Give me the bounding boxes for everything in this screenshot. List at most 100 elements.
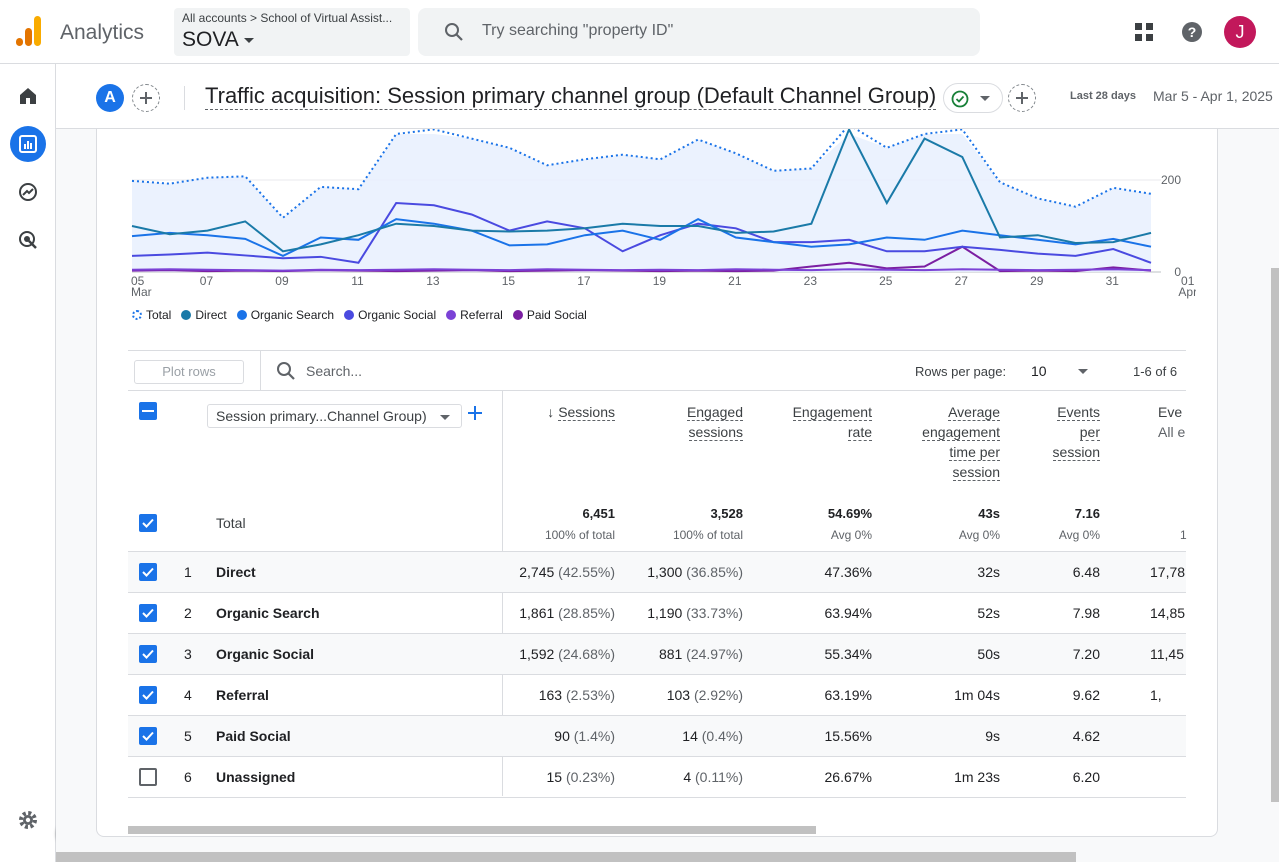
search-bar[interactable]: Try searching "property ID" bbox=[418, 8, 980, 56]
row-channel-name[interactable]: Organic Search bbox=[216, 605, 320, 621]
x-tick-label: 29 bbox=[1030, 274, 1044, 288]
status-chip[interactable] bbox=[943, 83, 1003, 113]
row-channel-name[interactable]: Paid Social bbox=[216, 728, 291, 744]
row-avg-engagement-time: 32s bbox=[977, 564, 1000, 580]
add-dimension-icon[interactable] bbox=[468, 406, 482, 420]
total-subvalue: 1 bbox=[1180, 528, 1187, 542]
legend-label: Total bbox=[146, 308, 172, 322]
row-rank: 1 bbox=[184, 564, 192, 580]
x-tick-label: 05 bbox=[131, 274, 145, 288]
nav-reports[interactable] bbox=[10, 126, 46, 162]
total-value: 54.69% bbox=[827, 506, 872, 521]
add-button[interactable] bbox=[1008, 84, 1036, 112]
search-input[interactable]: Try searching "property ID" bbox=[482, 22, 674, 39]
legend-item[interactable]: Organic Search bbox=[236, 308, 334, 322]
table-row[interactable]: 2 Organic Search 1,861 (28.85%) 1,190 (33.7… bbox=[128, 592, 1186, 633]
search-icon bbox=[445, 23, 463, 41]
table-row[interactable]: 6 Unassigned 15 (0.23%) 4 (0.11%) 26.67% 1m 2… bbox=[128, 756, 1186, 797]
row-avg-engagement-time: 1m 04s bbox=[954, 687, 1000, 703]
x-tick-label: 25 bbox=[879, 274, 893, 288]
table-toolbar: Plot rows Search... Rows per page: 10 1-… bbox=[128, 350, 1186, 391]
column-header[interactable]: Engaged sessions bbox=[686, 404, 743, 441]
x-tick-label: 17 bbox=[577, 274, 591, 288]
row-channel-name[interactable]: Unassigned bbox=[216, 769, 296, 785]
vertical-scrollbar[interactable] bbox=[1271, 268, 1279, 802]
row-checkbox[interactable] bbox=[139, 563, 157, 581]
table-row[interactable]: 5 Paid Social 90 (1.4%) 14 (0.4%) 15.56% 9s 4.… bbox=[128, 715, 1186, 756]
plot-rows-button[interactable]: Plot rows bbox=[134, 360, 244, 384]
row-event-count: 1, bbox=[1150, 687, 1162, 703]
dimension-selector[interactable]: Session primary...Channel Group) bbox=[207, 404, 462, 428]
row-checkbox[interactable] bbox=[139, 604, 157, 622]
row-sessions: 15 (0.23%) bbox=[546, 769, 616, 785]
column-header[interactable]: Eve All e bbox=[1158, 404, 1186, 440]
nav-settings[interactable] bbox=[10, 802, 46, 838]
total-value: 7.16 bbox=[1074, 506, 1100, 521]
select-all-checkbox[interactable] bbox=[139, 402, 157, 420]
row-checkbox[interactable] bbox=[139, 727, 157, 745]
legend-item[interactable]: Referral bbox=[446, 308, 503, 322]
help-icon[interactable]: ? bbox=[1176, 16, 1208, 48]
row-engagement-rate: 15.56% bbox=[824, 728, 872, 744]
table-search-input[interactable]: Search... bbox=[306, 363, 363, 379]
check-circle-icon bbox=[951, 90, 969, 108]
page-horizontal-scrollbar[interactable] bbox=[56, 852, 1076, 862]
row-checkbox[interactable] bbox=[139, 768, 157, 786]
row-rank: 4 bbox=[184, 687, 192, 703]
advertising-icon bbox=[19, 231, 37, 249]
row-checkbox[interactable] bbox=[139, 645, 157, 663]
column-header[interactable]: Average engagement time per session bbox=[922, 404, 1000, 481]
legend-item[interactable]: Direct bbox=[181, 308, 227, 322]
table-row[interactable]: 1 Direct 2,745 (42.55%) 1,300 (36.85%) 47.36… bbox=[128, 551, 1186, 592]
table-row[interactable]: 4 Referral 163 (2.53%) 103 (2.92%) 63.19% 1m … bbox=[128, 674, 1186, 715]
row-engagement-rate: 47.36% bbox=[824, 564, 872, 580]
legend-label: Direct bbox=[195, 308, 227, 322]
page-title[interactable]: Traffic acquisition: Session primary cha… bbox=[205, 83, 937, 110]
row-sessions: 163 (2.53%) bbox=[538, 687, 615, 703]
column-header[interactable]: Events per session bbox=[1052, 404, 1100, 461]
date-range-picker[interactable]: Mar 5 - Apr 1, 2025 bbox=[1153, 88, 1273, 104]
row-engagement-rate: 63.19% bbox=[824, 687, 872, 703]
add-comparison-button[interactable] bbox=[132, 84, 160, 112]
table-row[interactable]: 3 Organic Social 1,592 (24.68%) 881 (24.97%… bbox=[128, 633, 1186, 674]
legend-item[interactable]: Total bbox=[132, 308, 171, 322]
apps-grid-icon[interactable] bbox=[1128, 16, 1160, 48]
comparison-chip[interactable]: A bbox=[96, 84, 124, 112]
row-checkbox[interactable] bbox=[139, 686, 157, 704]
nav-home[interactable] bbox=[10, 78, 46, 114]
row-engaged-sessions: 881 (24.97%) bbox=[658, 646, 743, 662]
total-subvalue: 100% of total bbox=[672, 528, 743, 542]
row-avg-engagement-time: 1m 23s bbox=[954, 769, 1000, 785]
row-sessions: 2,745 (42.55%) bbox=[519, 564, 615, 580]
x-tick-label: 31 bbox=[1106, 274, 1120, 288]
total-checkbox[interactable] bbox=[139, 514, 157, 532]
rows-per-page-select[interactable]: 10 bbox=[1031, 363, 1047, 379]
row-channel-name[interactable]: Referral bbox=[216, 687, 269, 703]
nav-advertising[interactable] bbox=[10, 222, 46, 258]
row-engaged-sessions: 14 (0.4%) bbox=[682, 728, 743, 744]
row-channel-name[interactable]: Direct bbox=[216, 564, 256, 580]
total-label: Total bbox=[216, 515, 246, 531]
table-horizontal-scrollbar[interactable] bbox=[128, 826, 816, 834]
series-line-total bbox=[131, 129, 1152, 220]
column-header[interactable]: ↓ Sessions bbox=[547, 404, 615, 421]
legend-item[interactable]: Paid Social bbox=[512, 308, 587, 322]
series-line-organic-search bbox=[131, 217, 1152, 258]
property-name: SOVA bbox=[182, 28, 239, 51]
account-selector[interactable]: All accounts > School of Virtual Assist.… bbox=[174, 8, 410, 56]
legend-dot-icon bbox=[446, 310, 457, 320]
nav-explore[interactable] bbox=[10, 174, 46, 210]
top-bar: Analytics All accounts > School of Virtu… bbox=[0, 0, 1279, 64]
x-tick-sublabel: Apr bbox=[1178, 285, 1196, 299]
pagination-text: 1-6 of 6 bbox=[1133, 364, 1178, 379]
legend-item[interactable]: Organic Social bbox=[344, 308, 436, 322]
row-events-per-session: 7.98 bbox=[1072, 605, 1100, 621]
chevron-down-icon[interactable] bbox=[1078, 369, 1088, 374]
total-subvalue: Avg 0% bbox=[830, 528, 872, 542]
row-channel-name[interactable]: Organic Social bbox=[216, 646, 315, 662]
x-tick-label: 19 bbox=[653, 274, 667, 288]
avatar[interactable]: J bbox=[1224, 16, 1256, 48]
analytics-logo-icon[interactable] bbox=[16, 16, 42, 48]
column-header[interactable]: Engagement rate bbox=[792, 404, 872, 441]
legend-label: Referral bbox=[460, 308, 503, 322]
